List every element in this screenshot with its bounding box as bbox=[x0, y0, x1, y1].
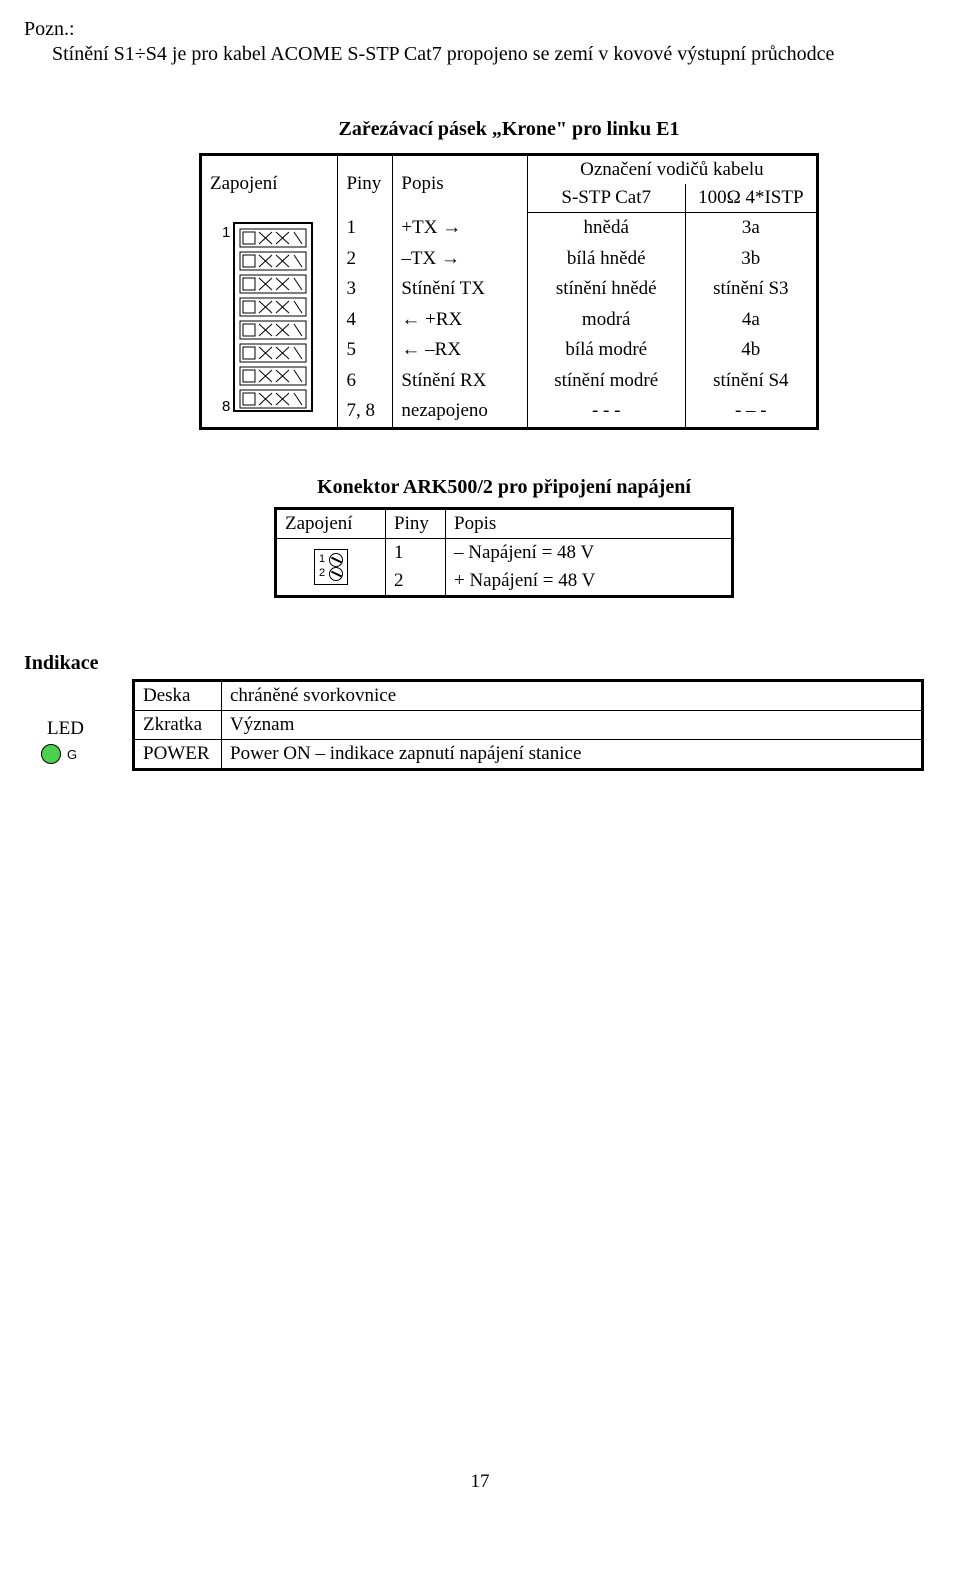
table-row: Deska chráněné svorkovnice bbox=[134, 680, 923, 710]
cell-desc: ← +RX bbox=[393, 304, 527, 334]
hdr-popis: Popis bbox=[393, 155, 527, 213]
cell-desc: –TX → bbox=[393, 244, 527, 274]
led-dot-icon bbox=[41, 744, 61, 764]
table-row: G POWER Power ON – indikace zapnutí napá… bbox=[134, 739, 923, 769]
cell-desc: ← –RX bbox=[393, 335, 527, 365]
cell-desc: Stínění RX bbox=[393, 365, 527, 395]
cell-desc: nezapojeno bbox=[393, 396, 527, 428]
table-row: 1 2 1 – Napájení = 48 V bbox=[276, 538, 733, 567]
cell-istp: 3a bbox=[685, 213, 817, 244]
hdr-vyznam: Význam bbox=[222, 710, 923, 739]
krone-diagram-cell: 1 8 bbox=[201, 213, 338, 429]
krone-table: Zapojení Piny Popis Označení vodičů kabe… bbox=[199, 153, 819, 430]
cell-pin: 3 bbox=[338, 274, 393, 304]
hdr-stp: S-STP Cat7 bbox=[527, 184, 685, 213]
hdr-zapojeni: Zapojení bbox=[201, 155, 338, 213]
hdr-deska: Deska bbox=[134, 680, 222, 710]
cell-stp: bílá modré bbox=[527, 335, 685, 365]
cell-pin: 7, 8 bbox=[338, 396, 393, 428]
hdr-istp: 100Ω 4*ISTP bbox=[685, 184, 817, 213]
hdr-piny: Piny bbox=[386, 508, 446, 538]
led-letter: G bbox=[67, 747, 77, 762]
ark-diagram-cell: 1 2 bbox=[276, 538, 386, 596]
cell-stp: modrá bbox=[527, 304, 685, 334]
led-side-label: LED bbox=[47, 718, 84, 740]
hdr-super: Označení vodičů kabelu bbox=[527, 155, 817, 185]
diagram-label-bottom: 8 bbox=[222, 398, 230, 415]
krone-diagram-icon: 1 8 bbox=[206, 217, 331, 417]
cell-stp: bílá hnědé bbox=[527, 244, 685, 274]
indikace-title: Indikace bbox=[24, 652, 936, 675]
cell-abbr: POWER bbox=[143, 743, 210, 764]
cell-istp: 4b bbox=[685, 335, 817, 365]
note-body: Stínění S1÷S4 je pro kabel ACOME S-STP C… bbox=[52, 43, 936, 66]
cell-pin: 5 bbox=[338, 335, 393, 365]
cell-pin: 4 bbox=[338, 304, 393, 334]
page-number: 17 bbox=[24, 1471, 936, 1493]
table-row: 1 8 bbox=[201, 213, 818, 244]
cell-desc: +TX → bbox=[393, 213, 527, 244]
indikace-section: Indikace Deska chráněné svorkovnice LED … bbox=[24, 652, 936, 771]
table-row: LED Zkratka Význam bbox=[134, 710, 923, 739]
cell-pin: 2 bbox=[386, 567, 446, 597]
ark-title: Konektor ARK500/2 pro připojení napájení bbox=[274, 476, 734, 499]
ark-table: Zapojení Piny Popis 1 2 1 – Napájení = 4… bbox=[274, 507, 734, 598]
note-head: Pozn.: bbox=[24, 18, 936, 41]
led-indicator: G bbox=[41, 743, 77, 765]
cell-istp: stínění S3 bbox=[685, 274, 817, 304]
hdr-zapojeni: Zapojení bbox=[276, 508, 386, 538]
cell-stp: hnědá bbox=[527, 213, 685, 244]
diagram-label-top: 1 bbox=[222, 224, 230, 241]
krone-section: Zařezávací pásek „Krone" pro linku E1 Za… bbox=[199, 118, 936, 430]
hdr-chranene: chráněné svorkovnice bbox=[222, 680, 923, 710]
hdr-piny: Piny bbox=[338, 155, 393, 213]
cell-desc: – Napájení = 48 V bbox=[446, 538, 733, 567]
krone-title: Zařezávací pásek „Krone" pro linku E1 bbox=[199, 118, 819, 141]
cell-istp: 4a bbox=[685, 304, 817, 334]
cell-stp: stínění hnědé bbox=[527, 274, 685, 304]
terminal-label: 1 bbox=[319, 554, 325, 565]
cell-meaning: Power ON – indikace zapnutí napájení sta… bbox=[222, 739, 923, 769]
cell-istp: 3b bbox=[685, 244, 817, 274]
terminal-label: 2 bbox=[319, 568, 325, 579]
cell-desc: Stínění TX bbox=[393, 274, 527, 304]
ark-section: Konektor ARK500/2 pro připojení napájení… bbox=[274, 476, 936, 598]
cell-istp: stínění S4 bbox=[685, 365, 817, 395]
cell-pin: 1 bbox=[338, 213, 393, 244]
hdr-popis: Popis bbox=[446, 508, 733, 538]
cell-pin: 1 bbox=[386, 538, 446, 567]
terminal-icon: 1 2 bbox=[314, 549, 348, 585]
cell-desc: + Napájení = 48 V bbox=[446, 567, 733, 597]
hdr-zkratka: Zkratka bbox=[143, 714, 202, 735]
cell-stp: - - - bbox=[527, 396, 685, 428]
cell-stp: stínění modré bbox=[527, 365, 685, 395]
cell-istp: - – - bbox=[685, 396, 817, 428]
cell-pin: 6 bbox=[338, 365, 393, 395]
cell-pin: 2 bbox=[338, 244, 393, 274]
indikace-table: Deska chráněné svorkovnice LED Zkratka V… bbox=[132, 679, 924, 771]
